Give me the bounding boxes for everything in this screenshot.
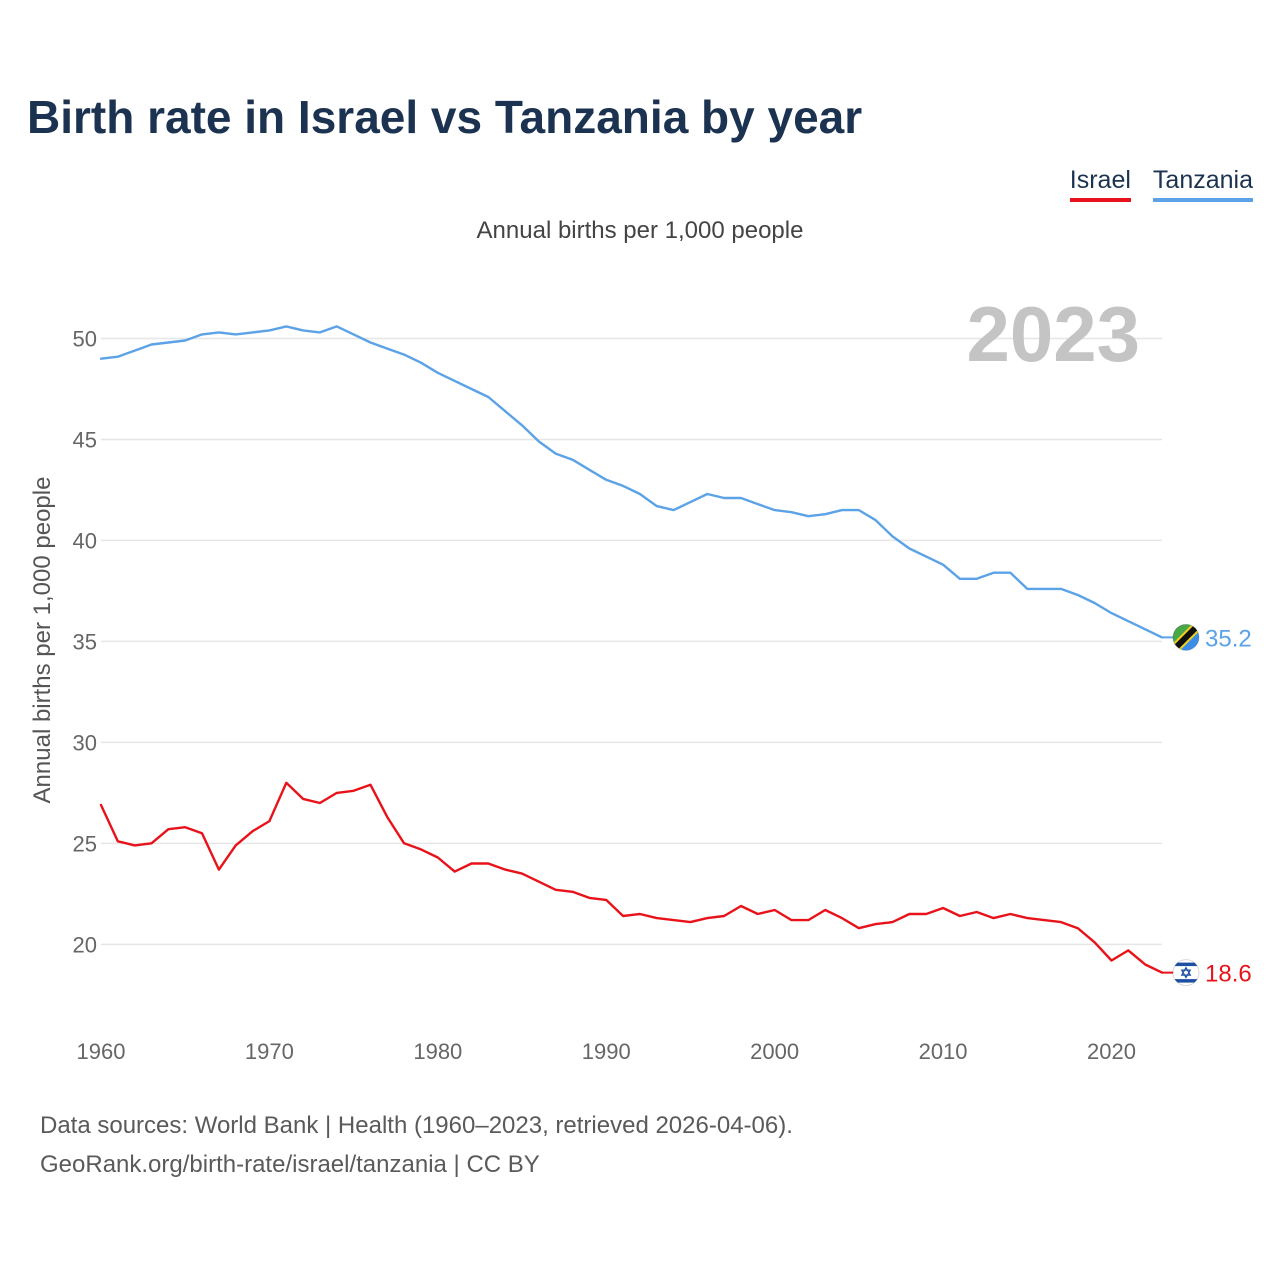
series-line-israel[interactable] bbox=[99, 781, 1164, 974]
gridlines bbox=[101, 337, 1162, 946]
year-watermark: 2023 bbox=[966, 290, 1140, 378]
y-tick-label: 20 bbox=[73, 932, 97, 957]
series-line-tanzania[interactable] bbox=[99, 325, 1164, 639]
footer-sources: Data sources: World Bank | Health (1960–… bbox=[40, 1112, 793, 1139]
y-tick-label: 45 bbox=[73, 427, 97, 452]
y-tick-label: 50 bbox=[73, 326, 97, 351]
end-value-label-tanzania: 35.2 bbox=[1205, 625, 1252, 652]
y-axis-ticks: 20 25 30 35 40 45 50 bbox=[73, 326, 97, 957]
x-tick-label: 1980 bbox=[413, 1039, 462, 1064]
x-tick-label: 2020 bbox=[1087, 1039, 1136, 1064]
x-tick-label: 1990 bbox=[582, 1039, 631, 1064]
series-endpoints: 18.6 35.2 bbox=[1162, 623, 1252, 988]
y-tick-label: 30 bbox=[73, 730, 97, 755]
israel-flag-icon bbox=[1172, 959, 1200, 987]
footer: Data sources: World Bank | Health (1960–… bbox=[40, 1106, 793, 1184]
x-tick-label: 1970 bbox=[245, 1039, 294, 1064]
legend: Israel Tanzania bbox=[1069, 166, 1253, 202]
y-tick-label: 35 bbox=[73, 629, 97, 654]
end-value-label-israel: 18.6 bbox=[1205, 961, 1252, 988]
x-tick-label: 1960 bbox=[77, 1039, 126, 1064]
legend-item-tanzania[interactable]: Tanzania bbox=[1152, 166, 1253, 202]
y-axis-label: Annual births per 1,000 people bbox=[29, 477, 56, 804]
x-tick-label: 2000 bbox=[750, 1039, 799, 1064]
series-lines bbox=[99, 325, 1164, 974]
footer-link[interactable]: GeoRank.org/birth-rate/israel/tanzania |… bbox=[40, 1151, 540, 1178]
tanzania-flag-icon bbox=[1172, 623, 1200, 651]
y-tick-label: 25 bbox=[73, 831, 97, 856]
y-tick-label: 40 bbox=[73, 528, 97, 553]
x-axis-ticks: 1960 1970 1980 1990 2000 2010 2020 bbox=[77, 1039, 1136, 1064]
chart-subtitle: Annual births per 1,000 people bbox=[476, 217, 804, 244]
chart-title: Birth rate in Israel vs Tanzania by year bbox=[27, 91, 863, 143]
legend-item-israel[interactable]: Israel bbox=[1069, 166, 1131, 202]
x-tick-label: 2010 bbox=[919, 1039, 968, 1064]
